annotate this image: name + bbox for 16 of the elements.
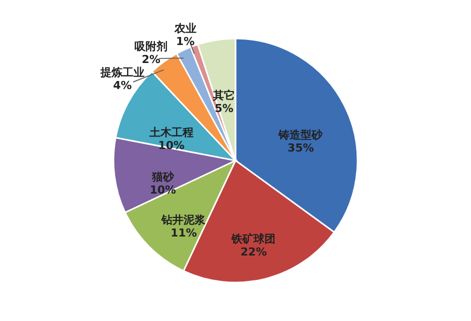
slice-label: 钻井泥浆 — [160, 213, 206, 226]
data-label: 5% — [214, 102, 234, 116]
slice-label: 农业 — [173, 22, 196, 36]
slice-label: 铁矿球团 — [230, 232, 276, 246]
data-label: 35% — [288, 141, 314, 154]
slice-label: 提炼工业 — [99, 66, 144, 79]
slice-label: 猫砂 — [150, 170, 175, 184]
slice-label: 吸附剂 — [134, 40, 168, 53]
data-label: 2% — [142, 52, 160, 66]
slice-label: 土木工程 — [148, 126, 194, 140]
data-label: 22% — [240, 245, 267, 258]
data-label: 4% — [113, 78, 132, 92]
data-label: 11% — [170, 226, 197, 240]
slice-label: 其它 — [212, 89, 236, 102]
data-label: 1% — [176, 35, 195, 48]
slice-label: 铸造型砂 — [278, 128, 324, 142]
